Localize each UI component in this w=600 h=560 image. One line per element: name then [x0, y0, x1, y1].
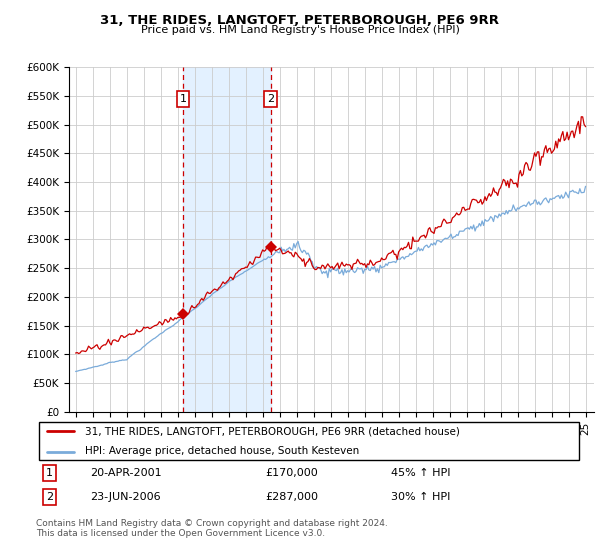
Text: £170,000: £170,000	[265, 468, 318, 478]
Text: 31, THE RIDES, LANGTOFT, PETERBOROUGH, PE6 9RR: 31, THE RIDES, LANGTOFT, PETERBOROUGH, P…	[101, 14, 499, 27]
Text: 45% ↑ HPI: 45% ↑ HPI	[391, 468, 451, 478]
Text: Price paid vs. HM Land Registry's House Price Index (HPI): Price paid vs. HM Land Registry's House …	[140, 25, 460, 35]
Text: 30% ↑ HPI: 30% ↑ HPI	[391, 492, 450, 502]
Text: 2: 2	[46, 492, 53, 502]
Bar	[183, 67, 271, 412]
Text: 23-JUN-2006: 23-JUN-2006	[91, 492, 161, 502]
Text: 2: 2	[267, 94, 274, 104]
Text: 1: 1	[179, 94, 187, 104]
Text: 31, THE RIDES, LANGTOFT, PETERBOROUGH, PE6 9RR (detached house): 31, THE RIDES, LANGTOFT, PETERBOROUGH, P…	[85, 426, 460, 436]
Text: HPI: Average price, detached house, South Kesteven: HPI: Average price, detached house, Sout…	[85, 446, 359, 456]
Text: 20-APR-2001: 20-APR-2001	[91, 468, 162, 478]
Text: Contains HM Land Registry data © Crown copyright and database right 2024.
This d: Contains HM Land Registry data © Crown c…	[36, 519, 388, 538]
Text: 1: 1	[46, 468, 53, 478]
FancyBboxPatch shape	[39, 422, 579, 460]
Text: £287,000: £287,000	[265, 492, 319, 502]
